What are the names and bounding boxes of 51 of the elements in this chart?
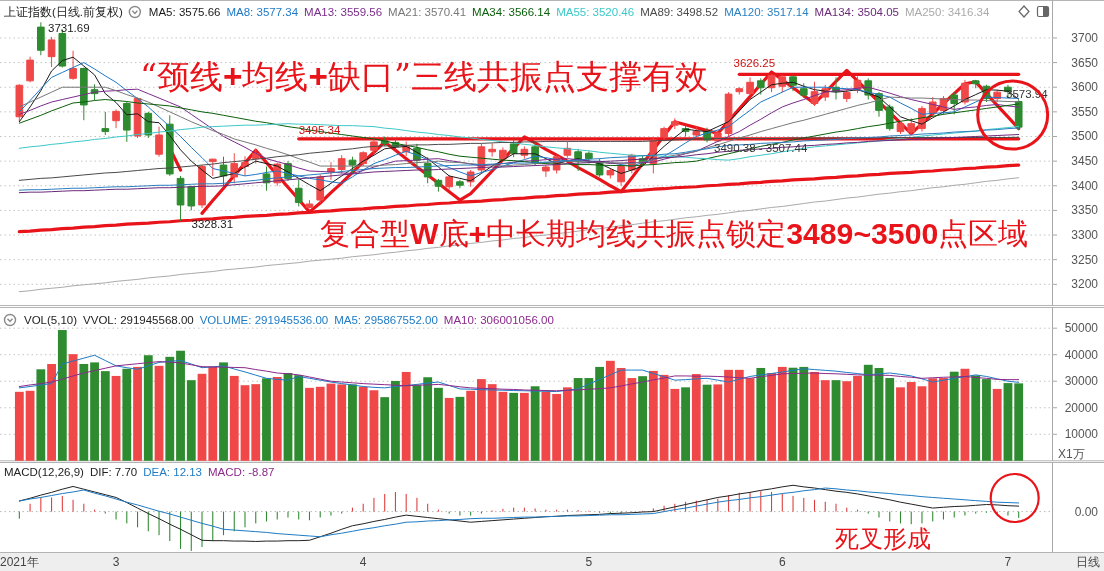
y-tick-label: 40000 <box>1064 347 1099 362</box>
x-tick-label: 3 <box>112 555 120 569</box>
y-tick-label: 50000 <box>1064 321 1099 336</box>
x-tick-label: 2021年 <box>0 555 39 569</box>
ref-line-label: 0.00 <box>1074 504 1099 519</box>
annotation: 死叉形成 <box>835 525 931 553</box>
text: MA134: 3504.05 <box>814 6 899 18</box>
y-axis-title: X1万 <box>1058 446 1085 461</box>
y-tick-label: 3600 <box>1071 80 1099 95</box>
text: MA55: 3520.46 <box>556 6 635 18</box>
text: MA250: 3416.34 <box>904 6 990 18</box>
y-tick-label: 3250 <box>1071 252 1099 267</box>
annotation: 3731.69 <box>48 22 90 34</box>
annotation: 3328.31 <box>191 218 234 231</box>
text: MA21: 3570.41 <box>388 6 467 18</box>
y-tick-label: 3350 <box>1071 203 1099 218</box>
x-tick-label: 6 <box>778 555 786 569</box>
y-tick-label: 3450 <box>1071 154 1099 169</box>
y-tick-label: 3700 <box>1071 30 1099 45</box>
text: VOL(5,10) <box>24 314 78 326</box>
annotation: VVOL: 291945568.00 <box>83 314 194 326</box>
text: MA8: 3577.34 <box>226 6 299 18</box>
text: MA120: 3517.14 <box>724 6 810 18</box>
series-label: DIF: 7.70 <box>89 466 138 478</box>
y-tick-label: 30000 <box>1064 374 1099 389</box>
annotation: 复合型W底+中长期均线共振点锁定3489~3500点区域 <box>320 216 1029 251</box>
x-axis-title: 日线 <box>1076 555 1100 569</box>
y-tick-label: 3550 <box>1071 104 1099 119</box>
annotation: VOLUME: 291945536.00 <box>199 314 329 326</box>
x-tick-label: 7 <box>1004 555 1012 569</box>
y-tick-label: 3300 <box>1071 228 1099 243</box>
text: 上证指数(日线.前复权) <box>4 6 124 18</box>
text: MA10: 306001056.00 <box>443 314 554 326</box>
text: MA5: 3575.66 <box>148 6 221 18</box>
y-tick-label: 20000 <box>1064 400 1099 415</box>
text: MA13: 3559.56 <box>304 6 383 18</box>
text: MA34: 3566.14 <box>472 6 551 18</box>
y-tick-label: 3500 <box>1071 129 1099 144</box>
text: MA5: 295867552.00 <box>334 314 438 326</box>
text: MACD: -8.87 <box>208 466 275 478</box>
x-tick-label: 5 <box>585 555 593 569</box>
annotation: 3626.25 <box>733 57 776 70</box>
y-tick-label: 3400 <box>1071 178 1099 193</box>
x-tick-label: 4 <box>359 555 367 569</box>
annotation: “颈线+均线+缺口”三线共振点支撑有效 <box>140 57 708 96</box>
y-tick-label: 10000 <box>1064 427 1099 442</box>
text: MA89: 3498.52 <box>640 6 719 18</box>
chart-title: MACD(12,26,9) <box>4 466 85 478</box>
y-tick-label: 3200 <box>1071 277 1099 292</box>
text: DEA: 12.13 <box>143 466 203 478</box>
y-tick-label: 3650 <box>1071 55 1099 70</box>
